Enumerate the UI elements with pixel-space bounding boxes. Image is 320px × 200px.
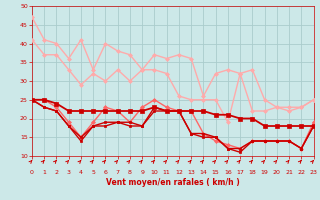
- X-axis label: Vent moyen/en rafales ( km/h ): Vent moyen/en rafales ( km/h ): [106, 178, 240, 187]
